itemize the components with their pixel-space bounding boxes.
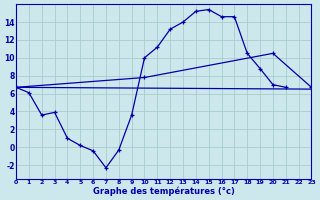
- X-axis label: Graphe des températures (°c): Graphe des températures (°c): [93, 186, 235, 196]
